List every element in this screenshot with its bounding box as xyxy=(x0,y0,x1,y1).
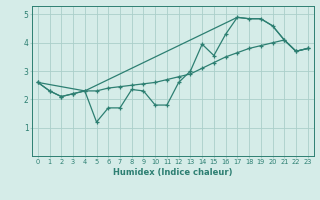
X-axis label: Humidex (Indice chaleur): Humidex (Indice chaleur) xyxy=(113,168,233,177)
